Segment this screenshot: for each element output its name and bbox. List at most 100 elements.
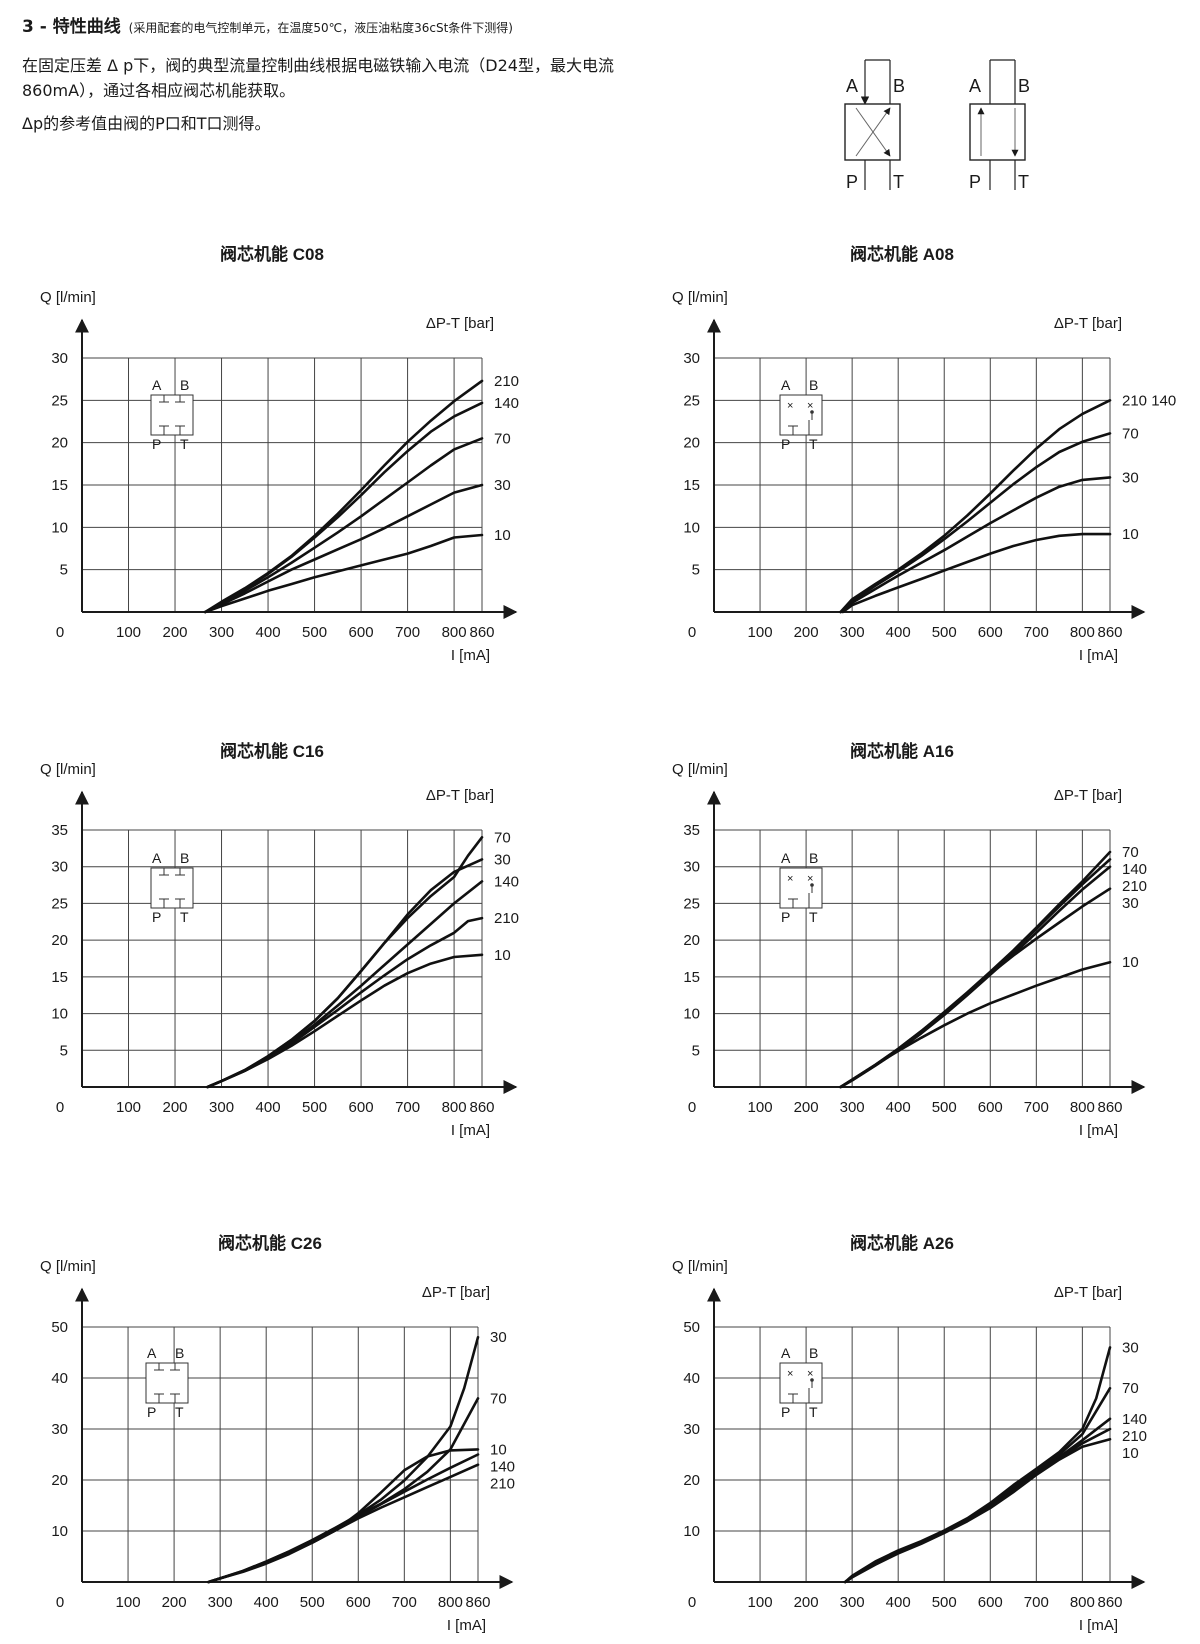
- series-line: [206, 858, 484, 1089]
- x-tick-label: 100: [116, 624, 141, 641]
- x-tick-label: 860: [465, 1594, 490, 1611]
- y-tick-label: 35: [683, 822, 700, 839]
- x-tick-label: 800: [438, 1594, 463, 1611]
- series-label: 70: [1122, 844, 1139, 861]
- x-tick-label: 400: [886, 624, 911, 641]
- series-line: [839, 399, 1112, 614]
- x-tick-label: 600: [978, 1099, 1003, 1116]
- legend-title: ΔP-T [bar]: [1054, 787, 1122, 804]
- orifice-icon: ×: [807, 400, 813, 412]
- y-tick-label: 15: [683, 477, 700, 494]
- port-t-label: T: [175, 1404, 184, 1420]
- x-tick-label: 860: [469, 624, 494, 641]
- port-t-label: T: [809, 436, 818, 452]
- y-tick-label: 10: [683, 1006, 700, 1023]
- port-t: T: [1018, 172, 1029, 192]
- port-a-label: A: [781, 850, 791, 866]
- y-tick-label: 30: [683, 859, 700, 876]
- chart-title: 阀芯机能 A26: [850, 1233, 954, 1253]
- y-tick-label: 30: [51, 859, 68, 876]
- x-axis-label: I [mA]: [451, 1122, 490, 1139]
- y-tick-label: 20: [683, 932, 700, 949]
- series-line: [207, 1448, 480, 1584]
- y-tick-label: 5: [692, 1042, 700, 1059]
- x-tick-label: 0: [688, 1099, 696, 1116]
- chart-panel: 阀芯机能 C08 Q [l/min] ΔP-T [bar] 0 100 200 300 400…: [40, 244, 519, 664]
- spool-box: [779, 1362, 823, 1404]
- chart-panel: 阀芯机能 A08 Q [l/min] ΔP-T [bar] 0 100 200 300 400…: [672, 244, 1176, 664]
- y-tick-label: 20: [683, 1472, 700, 1489]
- port-t-label: T: [180, 436, 189, 452]
- x-tick-label: 700: [395, 624, 420, 641]
- series-label: 210: [494, 910, 519, 927]
- y-tick-label: 15: [51, 477, 68, 494]
- series-label: 70: [494, 829, 511, 846]
- x-tick-label: 860: [1097, 1594, 1122, 1611]
- x-tick-label: 500: [302, 1099, 327, 1116]
- y-tick-label: 40: [51, 1370, 68, 1387]
- series-label: 140: [1122, 1411, 1147, 1428]
- x-tick-label: 600: [978, 624, 1003, 641]
- y-tick-label: 30: [683, 350, 700, 367]
- y-tick-label: 10: [683, 1523, 700, 1540]
- series-label: 210: [490, 1475, 515, 1492]
- series-line: [206, 836, 484, 1089]
- series-label: 10: [1122, 954, 1139, 971]
- y-tick-label: 50: [51, 1319, 68, 1336]
- series-line: [839, 960, 1112, 1089]
- valve-symbol-crossed: A B P T: [844, 59, 905, 192]
- series-label: 70: [490, 1390, 507, 1407]
- port-p-label: P: [781, 1404, 790, 1420]
- gridlines: [82, 829, 483, 1087]
- x-tick-label: 100: [748, 624, 773, 641]
- series-label: 10: [494, 947, 511, 964]
- series-line: [207, 1453, 480, 1584]
- intro-line-1: 在固定压差 Δ p下，阀的典型流量控制曲线根据电磁铁输入电流（D24型，最大电流: [22, 56, 614, 75]
- series-line: [841, 532, 1112, 614]
- series-label: 140: [494, 395, 519, 412]
- series-label: 210 140: [1122, 392, 1176, 409]
- x-tick-label: 700: [1024, 1594, 1049, 1611]
- spool-symbol: A B × × P T: [779, 850, 823, 925]
- x-tick-label: 200: [163, 1099, 188, 1116]
- x-tick-label: 400: [256, 624, 281, 641]
- orifice-icon: ×: [787, 400, 793, 412]
- y-axis-label: Q [l/min]: [672, 761, 728, 778]
- series-label: 10: [494, 527, 511, 544]
- port-p-label: P: [781, 436, 790, 452]
- port-b: B: [1018, 76, 1030, 96]
- port-b-label: B: [809, 1345, 818, 1361]
- y-tick-label: 25: [51, 392, 68, 409]
- series-line: [207, 1335, 480, 1584]
- port-t-label: T: [809, 1404, 818, 1420]
- x-tick-label: 100: [116, 1594, 141, 1611]
- port-b-label: B: [180, 850, 189, 866]
- port-a-label: A: [781, 1345, 791, 1361]
- spool-box: [779, 867, 823, 909]
- y-tick-label: 5: [60, 1042, 68, 1059]
- series-line: [843, 1346, 1112, 1584]
- series-line: [206, 953, 484, 1089]
- spool-symbol: A B × × P T: [779, 1345, 823, 1420]
- y-tick-label: 25: [51, 895, 68, 912]
- series-label: 210: [494, 373, 519, 390]
- y-tick-label: 30: [51, 350, 68, 367]
- gridlines: [714, 357, 1111, 612]
- series-label: 30: [490, 1329, 507, 1346]
- y-tick-label: 30: [683, 1421, 700, 1438]
- junction-dot: [810, 410, 814, 414]
- x-tick-label: 800: [1070, 624, 1095, 641]
- y-tick-label: 35: [51, 822, 68, 839]
- chart-title: 阀芯机能 C08: [220, 244, 324, 264]
- y-tick-label: 10: [683, 519, 700, 536]
- x-tick-label: 800: [442, 1099, 467, 1116]
- y-tick-label: 5: [692, 562, 700, 579]
- orifice-icon: ×: [787, 1368, 793, 1380]
- port-a-label: A: [781, 377, 791, 393]
- series-line: [843, 1437, 1112, 1584]
- x-tick-label: 700: [1024, 624, 1049, 641]
- series-group: [843, 1346, 1112, 1584]
- port-a: A: [846, 76, 858, 96]
- header: 3 - 特性曲线 (采用配套的电气控制单元，在温度50℃，液压油粘度36cSt条…: [22, 12, 762, 144]
